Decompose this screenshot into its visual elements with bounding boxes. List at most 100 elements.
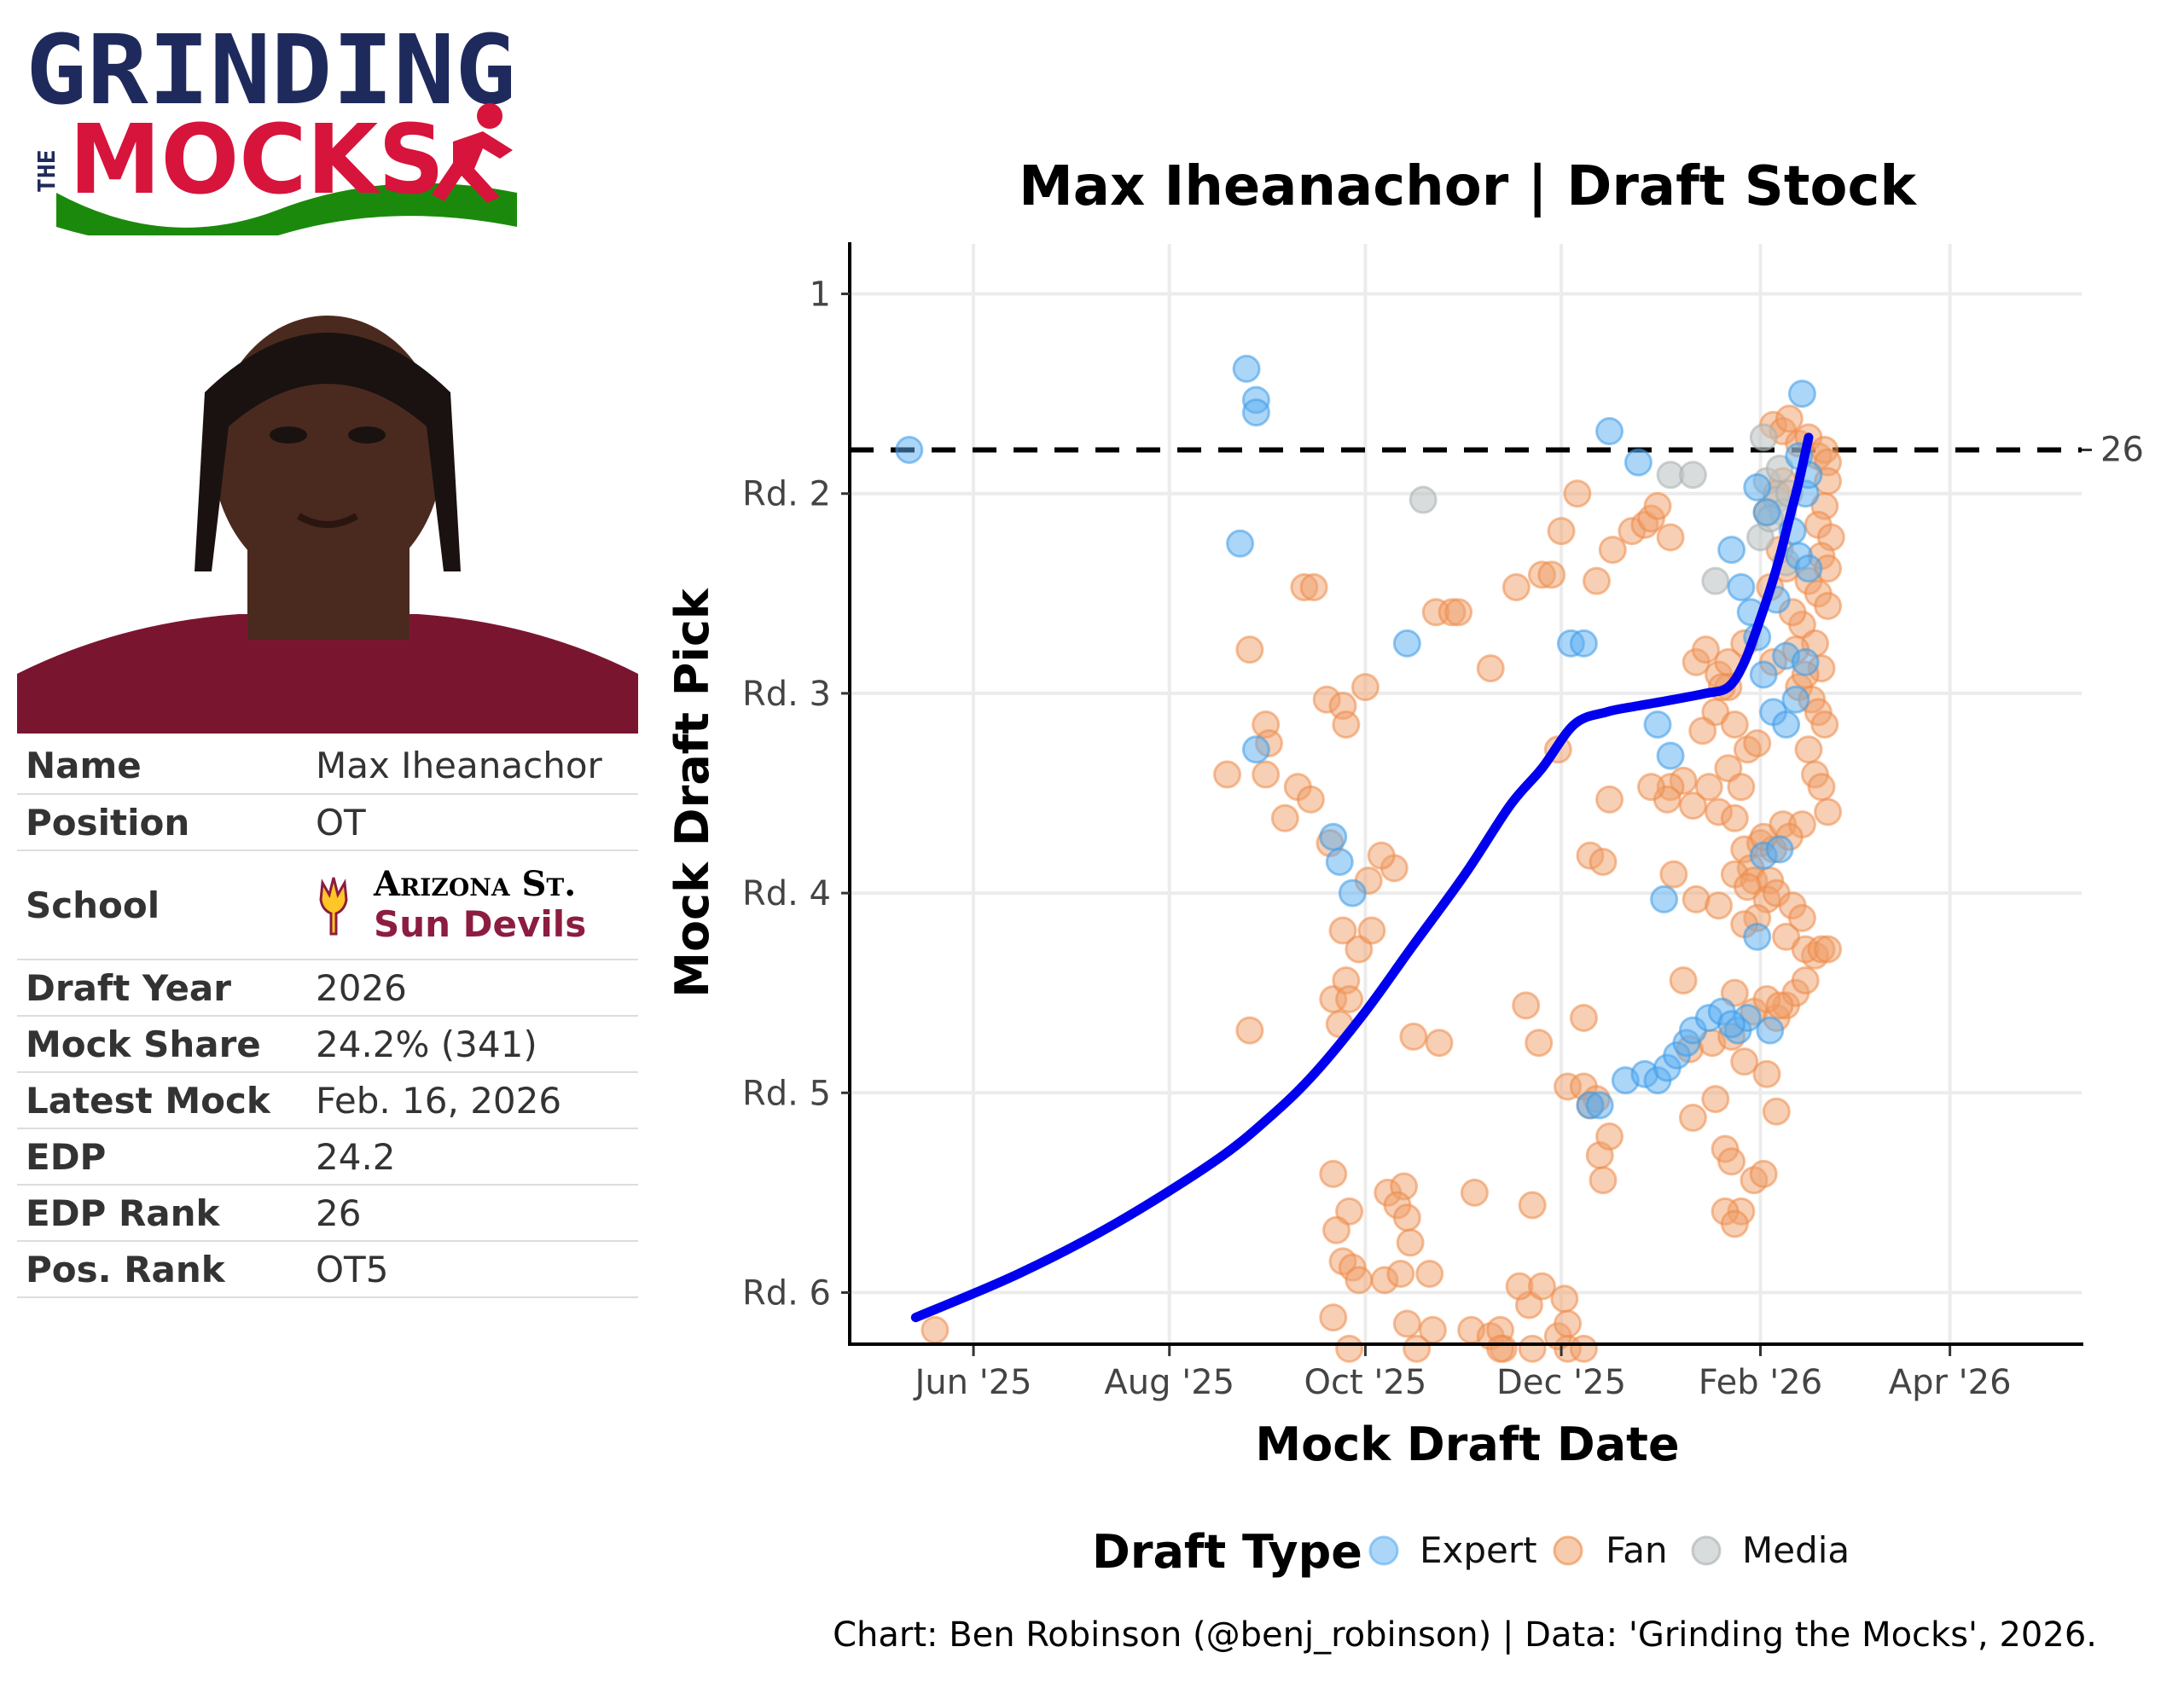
point-fan [1765,991,1794,1020]
info-value: OT [307,794,638,851]
point-expert [1791,647,1820,676]
point-fan [1213,760,1242,789]
point-fan [1774,404,1804,433]
point-fan [1328,916,1357,945]
info-value: 24.2% (341) [307,1016,638,1073]
point-expert [1717,1010,1746,1039]
point-fan [1345,1266,1374,1295]
y-tick-label: Rd. 2 [742,475,831,514]
point-fan [1322,1215,1351,1244]
info-row-edp: EDP 24.2 [17,1128,638,1186]
point-fan [1367,841,1396,870]
info-value: 2026 [307,960,638,1017]
point-fan [1486,1334,1515,1363]
point-expert [1794,554,1823,583]
info-value: OT5 [307,1241,638,1298]
point-fan [1814,797,1843,826]
point-expert [1650,884,1679,913]
info-row-pos-rank: Pos. Rank OT5 [17,1241,638,1298]
point-fan [1749,1159,1778,1188]
point-fan [1386,1260,1415,1288]
point-fan [1502,573,1531,601]
legend-label-media: Media [1742,1529,1850,1571]
point-fan [1235,1016,1264,1045]
point-fan [1705,891,1734,920]
point-fan [1810,710,1839,739]
point-expert [1787,380,1816,409]
point-fan [921,1315,950,1344]
info-value: Feb. 16, 2026 [307,1072,638,1129]
info-key: Mock Share [17,1016,307,1073]
point-fan [1554,1309,1583,1338]
grinding-the-mocks-logo: GRINDING THE MOCKS [26,22,517,235]
legend-key-fan [1553,1535,1583,1566]
point-media [1749,423,1778,452]
point-fan [1460,1178,1489,1207]
info-row-edp-rank: EDP Rank 26 [17,1185,638,1242]
point-fan [1270,803,1299,832]
point-expert [1752,498,1781,527]
point-expert [1319,822,1348,851]
point-fan [1525,1029,1554,1058]
point-fan [1814,591,1843,620]
point-fan [1717,1147,1746,1176]
point-fan [1688,716,1717,745]
info-row-name: Name Max Iheanachor [17,738,638,795]
point-fan [1598,536,1627,565]
info-row-mock-share: Mock Share 24.2% (341) [17,1016,638,1073]
legend-title: Draft Type [1092,1525,1362,1579]
player-info-table: Name Max Iheanachor Position OT School Ari… [17,738,638,1298]
point-fan [1582,566,1611,595]
point-expert [1241,398,1270,427]
point-fan [1595,1122,1624,1151]
point-expert [1569,629,1598,658]
logo-field-icon [56,183,517,235]
point-fan [1392,1309,1421,1338]
point-fan [1636,773,1665,802]
point-fan [1403,1334,1432,1363]
chart-caption: Chart: Ben Robinson (@benj_robinson) | D… [833,1615,2097,1655]
point-fan [1678,1104,1707,1133]
point-fan [1547,517,1576,546]
point-expert [1325,848,1354,876]
point-fan [1296,785,1325,814]
point-expert [1623,448,1653,477]
info-key: Pos. Rank [17,1241,307,1298]
point-fan [1335,985,1364,1013]
point-fan [1589,1166,1618,1195]
point-fan [1727,773,1756,802]
point-expert [1743,922,1772,951]
point-fan [1694,773,1723,802]
point-expert [1781,685,1810,714]
point-expert [1338,878,1367,907]
x-tick-label: Apr '26 [1889,1363,2012,1402]
point-expert [895,436,924,464]
point-fan [1656,523,1685,552]
point-expert [1392,629,1421,658]
point-fan [1518,1191,1547,1220]
point-expert [1727,573,1756,601]
scatter-points [895,354,1845,1363]
point-fan [1791,966,1820,995]
point-fan [1720,710,1749,739]
point-fan [1787,903,1816,932]
point-fan [1319,1303,1348,1332]
point-fan [1415,1260,1444,1288]
player-photo [17,290,638,734]
point-fan [1252,760,1281,789]
point-fan [1537,560,1566,589]
point-media [1678,461,1707,490]
point-fan [1425,1029,1454,1058]
point-fan [1762,1097,1791,1126]
info-value: 26 [307,1185,638,1242]
point-fan [1743,728,1772,757]
info-value: Max Iheanachor [307,738,638,795]
school-cell: Arizona St. Sun Devils [307,850,638,960]
point-expert [1656,741,1685,770]
x-axis-ticks: Jun '25 Aug '25 Oct '25 Dec '25 Feb '26 Apr '… [913,1346,2012,1402]
school-name: Arizona St. [374,864,577,905]
point-expert [1585,1091,1614,1120]
point-fan [1332,710,1361,739]
point-fan [1730,1047,1759,1076]
trend-line [910,432,1814,1323]
